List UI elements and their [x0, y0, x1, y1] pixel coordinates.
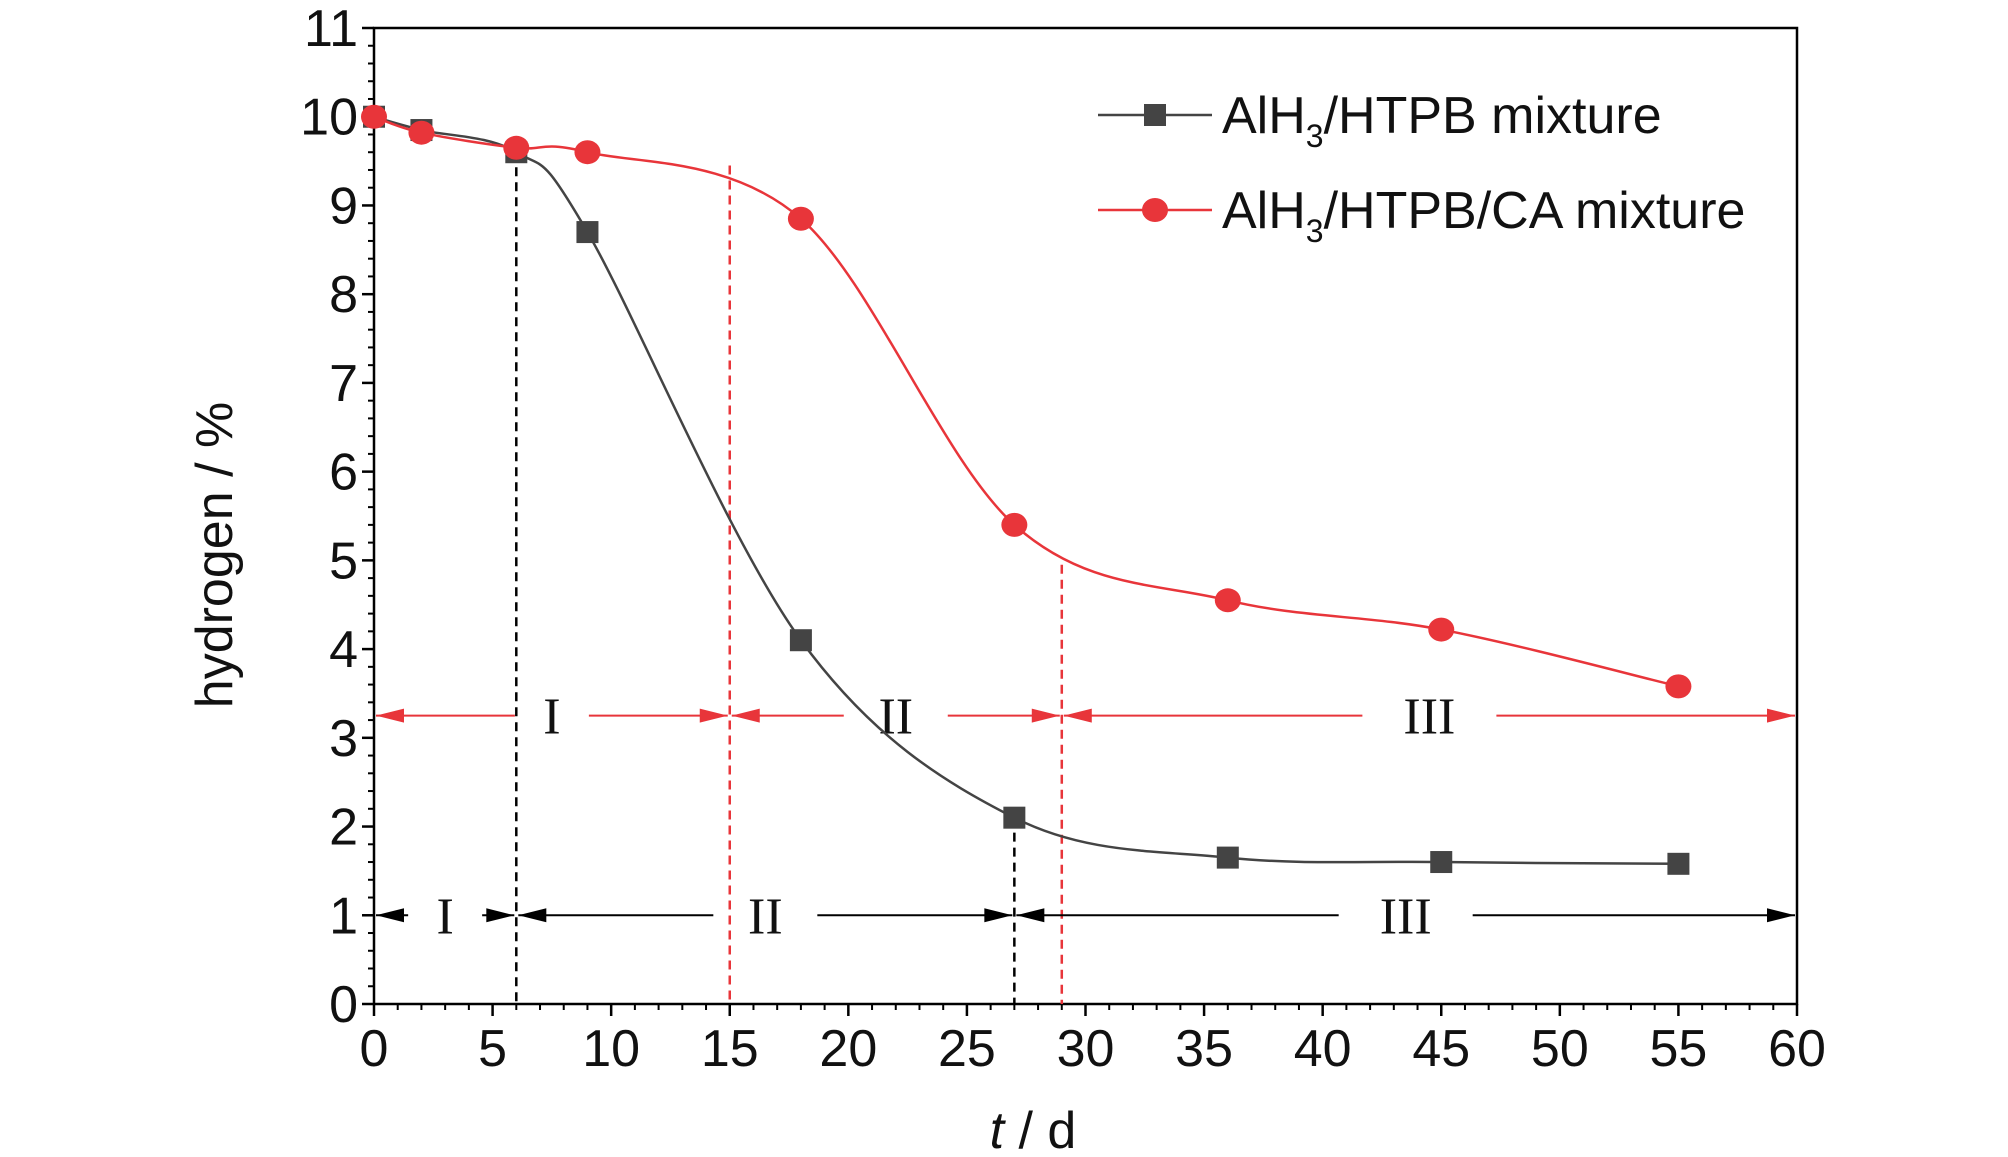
data-point-circle: [787, 206, 814, 231]
x-tick-label: 0: [360, 1020, 389, 1078]
stage-range-arrowhead-right: [1767, 908, 1795, 923]
series-2: [361, 104, 1692, 699]
x-tick-label: 25: [938, 1020, 996, 1078]
stage-range-label: III: [1380, 888, 1432, 945]
legend-item-2: AlH3/HTPB/CA mixture: [1098, 182, 1745, 249]
data-point-circle: [1665, 674, 1692, 699]
x-tick-label: 60: [1768, 1020, 1826, 1078]
data-point-square: [789, 629, 812, 652]
y-tick-label: 11: [304, 0, 358, 58]
y-tick-label: 9: [329, 177, 358, 235]
legend: AlH3/HTPB mixture AlH3/HTPB/CA mixture: [1098, 87, 1745, 249]
y-tick-label: 5: [329, 532, 358, 590]
stage-range-label: III: [1403, 689, 1455, 746]
data-point-circle: [361, 104, 387, 129]
series-layer: [361, 104, 1692, 875]
x-tick-label: 45: [1412, 1020, 1470, 1078]
x-tick-label: 20: [819, 1020, 877, 1078]
y-tick-label: 6: [329, 444, 358, 502]
x-tick-label: 40: [1294, 1020, 1352, 1078]
stage-range-arrowhead-right: [1031, 708, 1060, 723]
stage-range-arrowhead-right: [1767, 708, 1795, 723]
stage-range-label: II: [748, 888, 783, 945]
y-tick-label: 3: [329, 710, 358, 768]
y-tick-label: 2: [329, 799, 358, 857]
y-axis: 0 1 2 3 4 5 6 7 8 9 10 11: [300, 0, 374, 1034]
legend-marker-square: [1144, 104, 1166, 126]
stage-range-label: II: [878, 689, 913, 746]
x-tick-label: 55: [1649, 1020, 1707, 1078]
stage-range-arrowhead-left: [731, 708, 760, 723]
stage-range-arrowhead-left: [518, 908, 547, 923]
stage-range-arrowhead-left: [1016, 908, 1045, 923]
x-tick-label: 15: [701, 1020, 759, 1078]
y-tick-label: 0: [329, 976, 358, 1034]
stage-range-arrowhead-left: [376, 908, 404, 923]
data-point-square: [576, 221, 599, 244]
y-tick-label: 10: [300, 89, 358, 147]
y-tick-label: 8: [329, 266, 358, 324]
data-point-circle: [1428, 617, 1455, 642]
stage-range-label: I: [543, 689, 560, 746]
plot-border: [372, 26, 1799, 1006]
data-point-square: [1216, 846, 1239, 869]
x-tick-label: 30: [1057, 1020, 1115, 1078]
stage-range-label: I: [436, 888, 453, 945]
data-point-square: [1430, 851, 1453, 874]
x-axis: 0 5 10 15 20 25 30 35 40 45 50 55 60: [360, 1004, 1826, 1078]
legend-marker-circle: [1142, 198, 1168, 222]
y-tick-label: 7: [329, 355, 358, 413]
y-axis-title: hydrogen / %: [186, 402, 244, 708]
stage-dividers: [515, 152, 1064, 1004]
data-point-circle: [574, 140, 601, 165]
x-tick-label: 5: [478, 1020, 507, 1078]
x-axis-title-italic: t: [990, 1102, 1007, 1157]
y-tick-label: 1: [329, 887, 358, 945]
stage-range-arrowhead-right: [699, 708, 728, 723]
data-point-circle: [408, 120, 435, 145]
stage-range-arrowhead-left: [376, 708, 404, 723]
x-axis-title: t / d: [990, 1102, 1077, 1157]
x-tick-label: 35: [1175, 1020, 1233, 1078]
legend-label: AlH3/HTPB mixture: [1222, 87, 1662, 154]
data-point-square: [1003, 806, 1026, 829]
stage-range-arrowhead-right: [984, 908, 1013, 923]
stage-range-arrowhead-right: [486, 908, 515, 923]
y-tick-label: 4: [329, 621, 358, 679]
data-point-circle: [1001, 512, 1028, 537]
data-point-square: [1667, 852, 1690, 875]
legend-item-1: AlH3/HTPB mixture: [1098, 87, 1662, 154]
data-point-circle: [1214, 588, 1241, 613]
legend-label: AlH3/HTPB/CA mixture: [1222, 182, 1745, 249]
plot-frame: [372, 26, 1799, 1006]
stage-range-arrowhead-left: [1063, 708, 1092, 723]
x-axis-title-unit: / d: [1004, 1102, 1076, 1157]
data-point-circle: [503, 135, 530, 160]
x-tick-label: 50: [1531, 1020, 1589, 1078]
x-tick-label: 10: [582, 1020, 640, 1078]
